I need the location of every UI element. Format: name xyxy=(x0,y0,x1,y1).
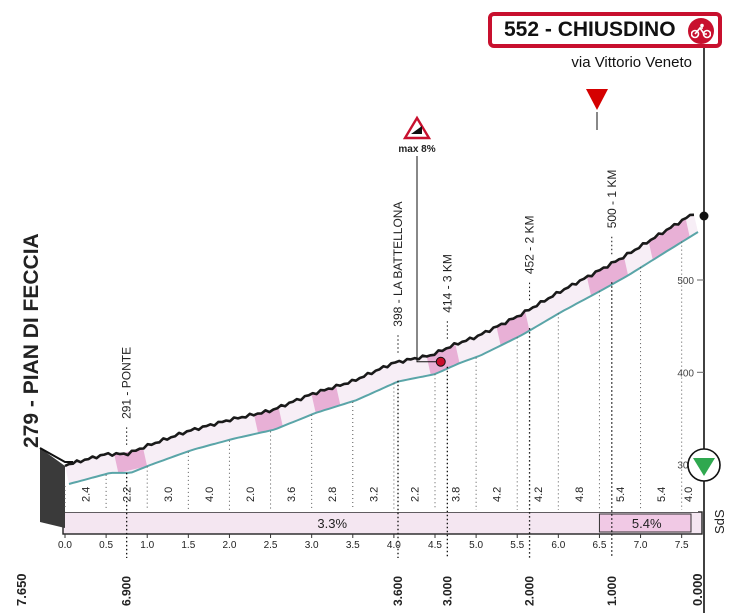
start-block-edge xyxy=(39,447,73,463)
alt-label-500: 500 xyxy=(677,276,694,287)
waypoint-label-3: 452 - 2 KM xyxy=(523,215,537,274)
climb-max-label: max 8% xyxy=(398,144,435,155)
km-tick-1: 0.5 xyxy=(99,540,113,551)
waypoint-distance-3: 2.000 xyxy=(523,576,537,606)
segment-grade-6: 2.8 xyxy=(327,487,339,502)
waypoint-distance-4: 1.000 xyxy=(605,576,619,606)
finish-distance: 0.000 xyxy=(690,573,705,606)
segment-grade-13: 5.4 xyxy=(615,487,627,502)
waypoint-label-1: 398 - LA BATTELLONA xyxy=(391,202,405,327)
finish-title: 552 - CHIUSDINO xyxy=(504,18,676,41)
km-tick-15: 7.5 xyxy=(675,540,689,551)
km-tick-2: 1.0 xyxy=(140,540,154,551)
segment-grade-5: 3.6 xyxy=(286,487,298,502)
segment-grade-12: 4.8 xyxy=(574,487,586,502)
road-line xyxy=(68,231,699,485)
segment-grade-1: 2.2 xyxy=(122,487,134,502)
km-tick-7: 3.5 xyxy=(346,540,360,551)
finish-cyclist-icon xyxy=(688,18,714,44)
finish-street: via Vittorio Veneto xyxy=(571,54,692,71)
segment-grade-11: 4.2 xyxy=(533,487,545,502)
segment-grade-7: 3.2 xyxy=(368,487,380,502)
segment-grade-10: 4.2 xyxy=(492,487,504,502)
steep-section-4 xyxy=(496,312,530,346)
finish-green-triangle-icon xyxy=(693,458,715,476)
waypoint-label-0: 291 - PONTE xyxy=(120,347,134,419)
segment-grade-8: 2.2 xyxy=(409,487,421,502)
start-block xyxy=(40,448,65,528)
km-tick-5: 2.5 xyxy=(264,540,278,551)
steep-climb-glyph xyxy=(411,126,422,134)
profile-top-line xyxy=(64,213,695,468)
gradient-bar-final xyxy=(598,513,692,533)
finish-dot xyxy=(699,211,709,221)
waypoint-distance-1: 3.600 xyxy=(391,576,405,606)
km-tick-4: 2.0 xyxy=(222,540,236,551)
start-label: 279 - PIAN DI FECCIA xyxy=(20,233,43,448)
km-tick-6: 3.0 xyxy=(305,540,319,551)
steep-section-6 xyxy=(648,219,690,260)
climb-summit-dot xyxy=(435,356,446,367)
km-tick-11: 5.5 xyxy=(510,540,524,551)
km-tick-0: 0.0 xyxy=(58,540,72,551)
segment-grade-0: 2.4 xyxy=(81,487,93,502)
segment-grade-14: 5.4 xyxy=(656,487,668,502)
waypoint-distance-2: 3.000 xyxy=(440,576,454,606)
climb-pointer xyxy=(416,156,441,363)
start-distance: 7.650 xyxy=(14,573,29,606)
segment-grade-9: 3.8 xyxy=(451,487,463,502)
segment-grade-3: 4.0 xyxy=(204,487,216,502)
waypoint-distance-0: 6.900 xyxy=(120,576,134,606)
km-tick-9: 4.5 xyxy=(428,540,442,551)
alt-label-400: 400 xyxy=(677,368,694,379)
segment-grade-4: 2.0 xyxy=(245,487,257,502)
segment-grade-2: 3.0 xyxy=(163,487,175,502)
km-tick-3: 1.5 xyxy=(181,540,195,551)
alt-label-300: 300 xyxy=(677,461,694,472)
km-tick-14: 7.0 xyxy=(634,540,648,551)
road-label: SdS xyxy=(712,509,727,534)
km-tick-10: 5.0 xyxy=(469,540,483,551)
waypoint-label-2: 414 - 3 KM xyxy=(440,254,454,313)
km-tick-8: 4.0 xyxy=(387,540,401,551)
waypoint-label-4: 500 - 1 KM xyxy=(605,170,619,229)
km-tick-13: 6.5 xyxy=(592,540,606,551)
overall-grade-1: 5.4% xyxy=(632,516,662,531)
steep-climb-warning-icon xyxy=(402,115,432,140)
flamme-rouge-triangle-icon xyxy=(586,89,608,110)
segment-grade-15: 4.0 xyxy=(683,487,695,502)
finish-label-box: 552 - CHIUSDINO xyxy=(488,12,722,48)
overall-grade-0: 3.3% xyxy=(317,516,347,531)
steep-section-5 xyxy=(587,257,629,296)
km-tick-12: 6.0 xyxy=(551,540,565,551)
